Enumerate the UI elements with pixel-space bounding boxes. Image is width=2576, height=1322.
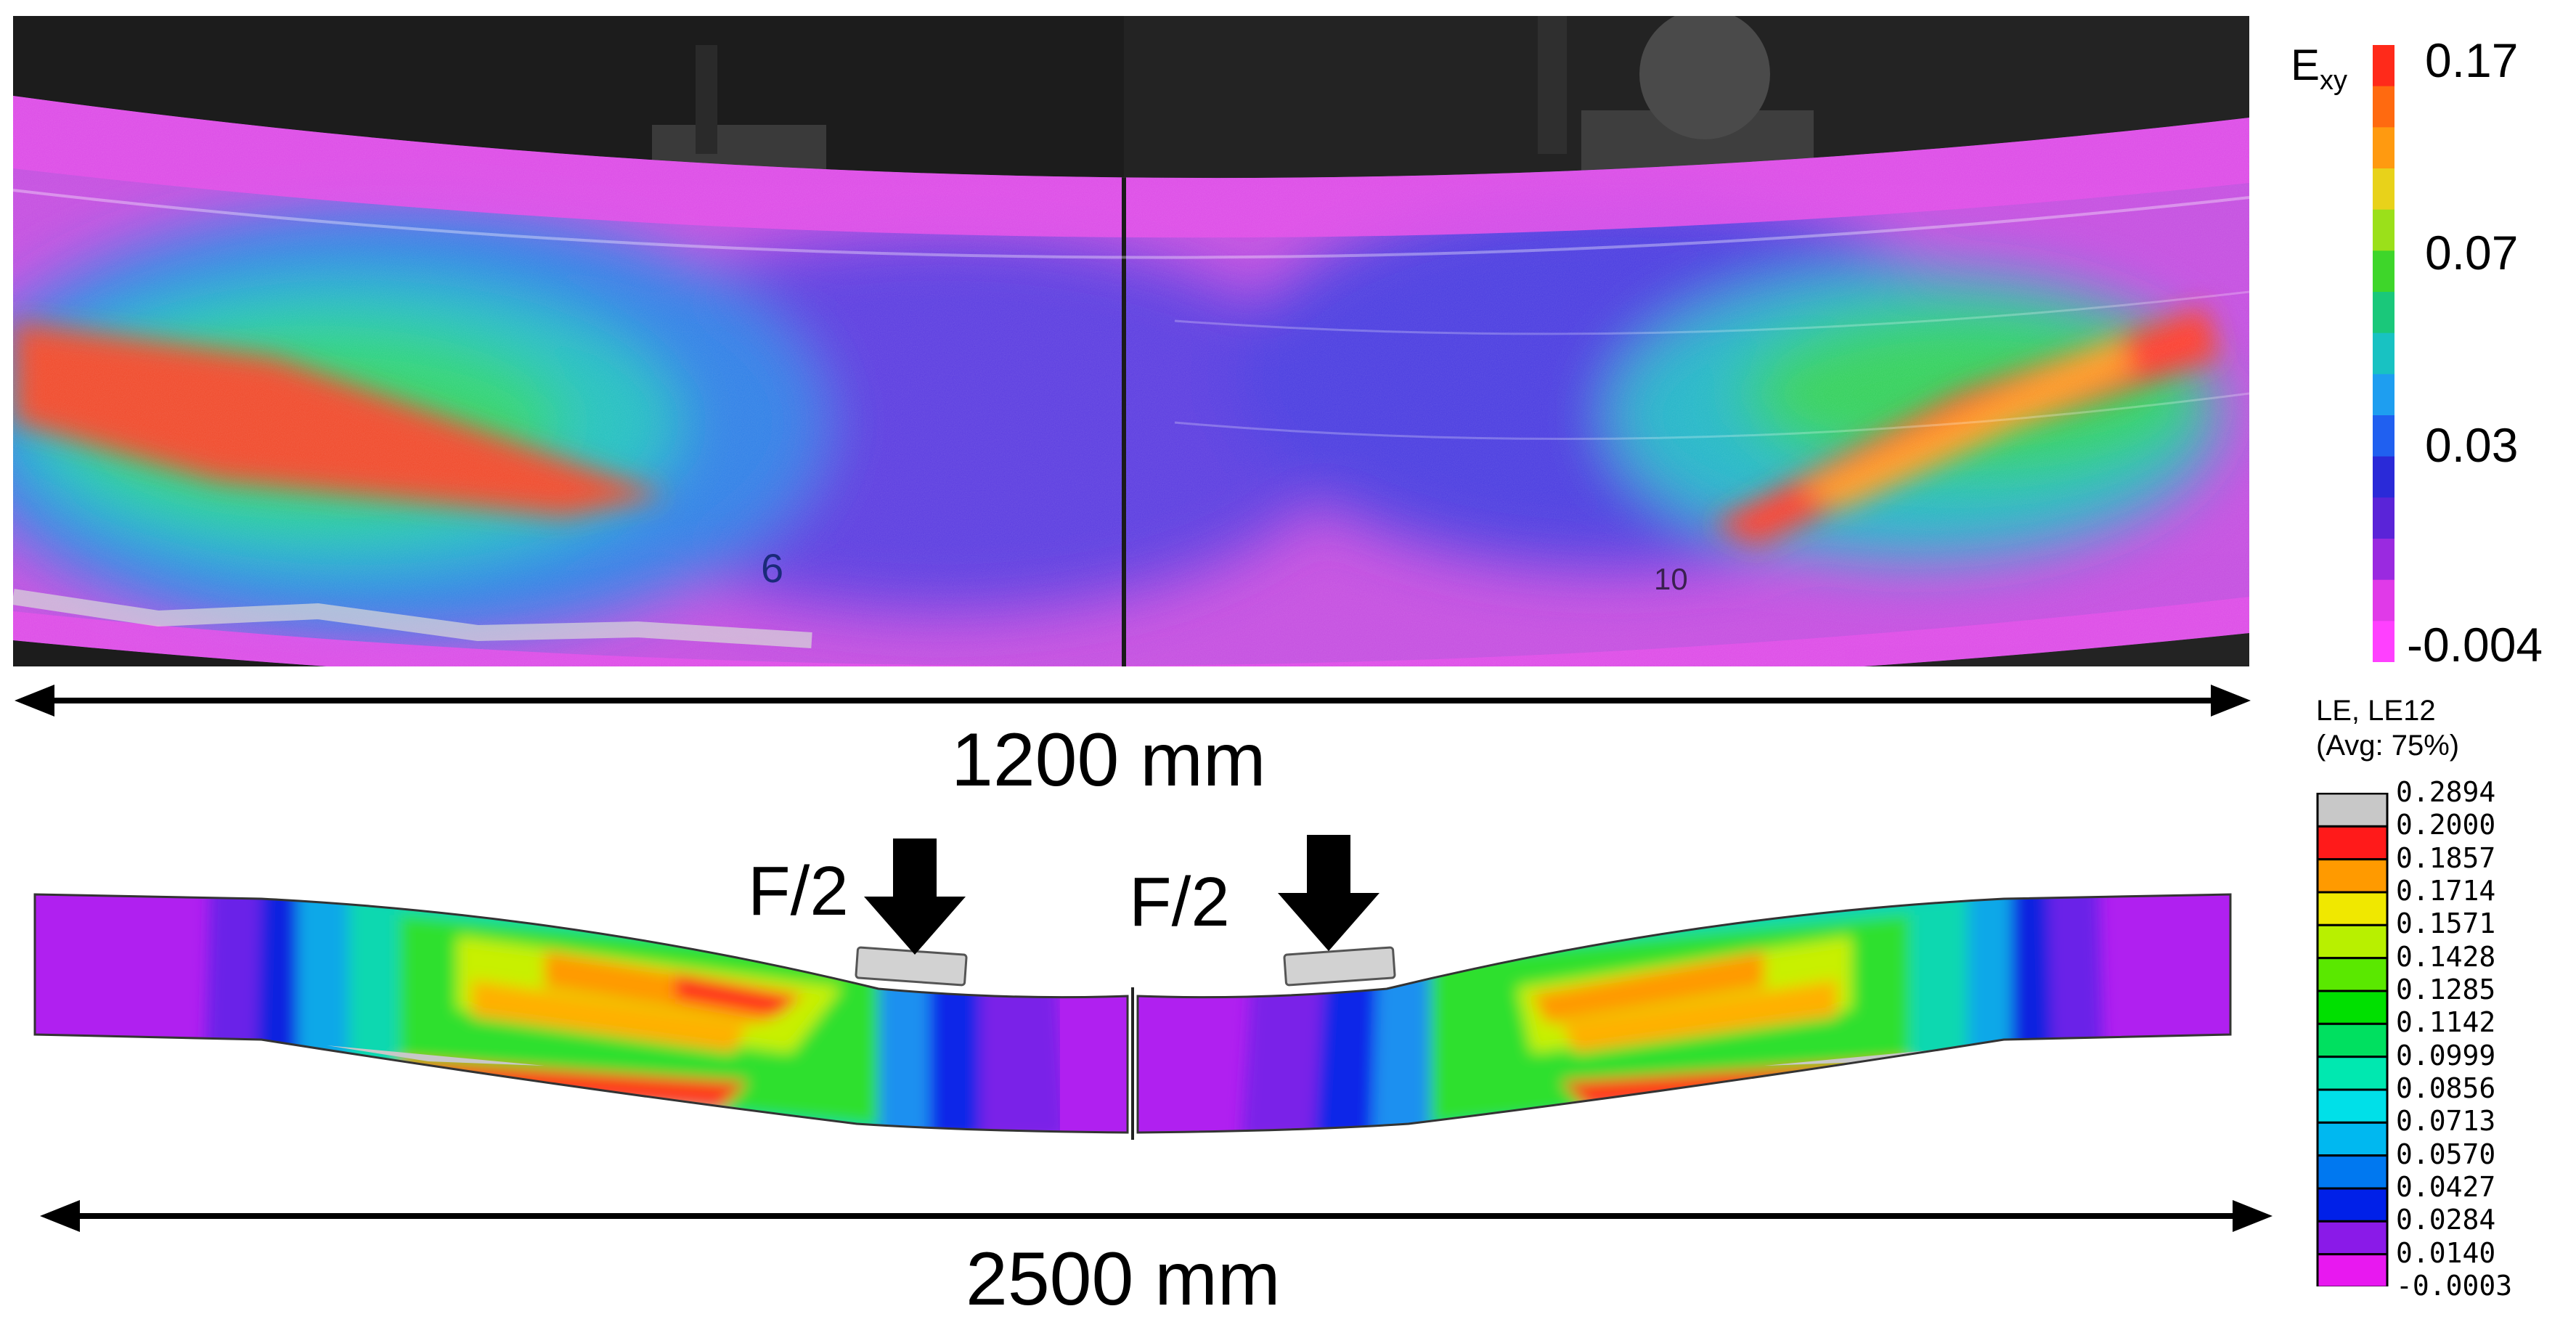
- dimension-arrow-top: [15, 685, 2251, 717]
- colorbar-fem-band: [2316, 1187, 2389, 1223]
- colorbar-fem-band: [2316, 858, 2389, 894]
- load-plate-right: [1283, 946, 1396, 987]
- colorbar-fem-tick: 0.0999: [2396, 1039, 2496, 1072]
- colorbar-dic-band: [2373, 168, 2394, 211]
- colorbar-dic-band: [2373, 45, 2394, 87]
- colorbar-fem-tick: 0.1285: [2396, 974, 2496, 1005]
- colorbar-dic-tick-3: -0.004: [2407, 618, 2543, 672]
- colorbar-dic-title-sub: xy: [2320, 65, 2348, 96]
- colorbar-fem-tick: 0.0713: [2396, 1105, 2496, 1138]
- load-label-right: F/2: [1129, 863, 1230, 941]
- colorbar-dic-band: [2373, 539, 2394, 581]
- dimension-label-bottom: 2500 mm: [966, 1237, 1281, 1321]
- colorbar-fem-band: [2316, 990, 2389, 1025]
- colorbar-dic-title: Exy: [2291, 40, 2347, 97]
- colorbar-fem-band: [2316, 1121, 2389, 1157]
- colorbar-dic-tick-2: 0.03: [2425, 418, 2519, 472]
- colorbar-fem-band: [2316, 1253, 2389, 1286]
- colorbar-dic-band: [2373, 86, 2394, 128]
- dimension-arrow-bottom: [40, 1200, 2273, 1232]
- colorbar-dic-band: [2373, 579, 2394, 622]
- colorbar-fem-band: [2316, 1056, 2389, 1091]
- colorbar-dic-band: [2373, 415, 2394, 457]
- colorbar-fem-band: [2316, 793, 2389, 828]
- colorbar-fem-band: [2316, 957, 2389, 992]
- colorbar-fem-tick: 0.1714: [2396, 875, 2496, 907]
- load-label-left: F/2: [748, 852, 849, 930]
- colorbar-fem-tick: 0.1857: [2396, 841, 2496, 874]
- dic-strain-photo: 10 6: [13, 9, 2249, 693]
- colorbar-dic-band: [2373, 209, 2394, 252]
- colorbar-dic-band: [2373, 292, 2394, 334]
- fem-beam-drawing: [33, 893, 2232, 1140]
- colorbar-fem-tick: -0.0003: [2396, 1270, 2513, 1302]
- load-arrow-left-icon: [864, 839, 966, 955]
- colorbar-fem-tick: 0.0570: [2396, 1138, 2496, 1170]
- colorbar-dic-band: [2373, 127, 2394, 169]
- colorbar-dic-band: [2373, 332, 2394, 375]
- colorbar-fem-band: [2316, 1088, 2389, 1124]
- colorbar-fem-ticks: 0.2894 0.2000 0.1857 0.1714 0.1571 0.1428 0.12…: [2396, 778, 2570, 1301]
- colorbar-fem-tick: 0.0140: [2396, 1236, 2496, 1269]
- photo-mark-6: 6: [761, 545, 783, 591]
- colorbar-dic: [2373, 45, 2394, 662]
- colorbar-dic-title-main: E: [2291, 41, 2320, 89]
- colorbar-dic-band: [2373, 621, 2394, 662]
- colorbar-fem-tick: 0.1571: [2396, 907, 2496, 940]
- colorbar-fem-band: [2316, 891, 2389, 926]
- colorbar-fem-tick: 0.0284: [2396, 1204, 2496, 1236]
- dic-photo-drawing: 10 6: [13, 9, 2249, 693]
- colorbar-fem-tick: 0.0427: [2396, 1171, 2496, 1203]
- colorbar-fem-band: [2316, 825, 2389, 861]
- colorbar-fem-band: [2316, 1220, 2389, 1256]
- colorbar-dic-band: [2373, 250, 2394, 293]
- colorbar-dic-tick-1: 0.07: [2425, 226, 2519, 280]
- fem-strain-beam: [22, 835, 2287, 1162]
- photo-mark-10: 10: [1654, 562, 1688, 596]
- colorbar-fem-tick: 0.0856: [2396, 1072, 2496, 1104]
- colorbar-fem: [2316, 793, 2389, 1286]
- colorbar-fem-band: [2316, 1154, 2389, 1190]
- colorbar-fem-title-line1: LE, LE12: [2316, 695, 2436, 727]
- dimension-label-top: 1200 mm: [951, 718, 1266, 802]
- colorbar-fem-tick: 0.1142: [2396, 1006, 2496, 1039]
- colorbar-fem-tick: 0.2894: [2396, 776, 2496, 808]
- colorbar-fem-tick: 0.2000: [2396, 809, 2496, 841]
- colorbar-fem-band: [2316, 923, 2389, 960]
- colorbar-dic-band: [2373, 456, 2394, 499]
- colorbar-fem-tick: 0.1428: [2396, 940, 2496, 973]
- colorbar-fem-title-line2: (Avg: 75%): [2316, 730, 2460, 762]
- colorbar-dic-band: [2373, 374, 2394, 416]
- colorbar-dic-tick-0: 0.17: [2425, 33, 2519, 87]
- colorbar-fem-band: [2316, 1022, 2389, 1058]
- colorbar-dic-band: [2373, 497, 2394, 539]
- load-arrow-right-icon: [1278, 835, 1379, 951]
